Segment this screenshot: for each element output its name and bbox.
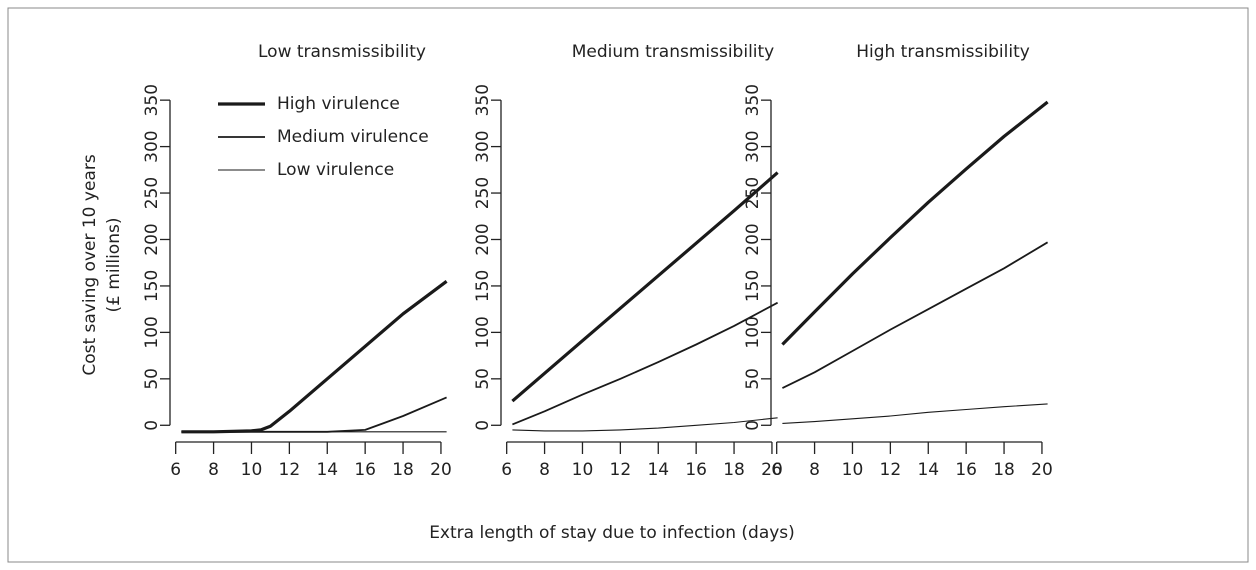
x-tick-label: 14 bbox=[316, 460, 338, 480]
panel-title: Low transmissibility bbox=[258, 42, 426, 62]
y-tick-label: 300 bbox=[743, 130, 763, 162]
series-line bbox=[512, 417, 778, 432]
panel-title: High transmissibility bbox=[856, 42, 1030, 62]
legend-label: High virulence bbox=[277, 94, 400, 114]
x-axis-label: Extra length of stay due to infection (d… bbox=[429, 523, 795, 543]
y-tick-label: 250 bbox=[473, 177, 493, 209]
x-tick-label: 10 bbox=[842, 460, 864, 480]
y-tick-label: 350 bbox=[743, 84, 763, 116]
frame bbox=[7, 7, 1249, 563]
y-tick-label: 50 bbox=[142, 368, 162, 390]
y-tick-label: 150 bbox=[142, 270, 162, 302]
x-tick-label: 20 bbox=[430, 460, 452, 480]
x-tick-label: 18 bbox=[993, 460, 1015, 480]
series-line bbox=[181, 280, 448, 434]
x-tick-label: 16 bbox=[685, 460, 707, 480]
y-tick-label: 50 bbox=[743, 368, 763, 390]
y-tick-label: 0 bbox=[473, 420, 493, 431]
x-tick-label: 16 bbox=[955, 460, 977, 480]
legend-label: Low virulence bbox=[277, 160, 394, 180]
series-line bbox=[782, 403, 1048, 424]
x-tick-label: 8 bbox=[539, 460, 550, 480]
y-tick-label: 300 bbox=[142, 130, 162, 162]
y-tick-label: 200 bbox=[473, 223, 493, 255]
x-tick-label: 8 bbox=[208, 460, 219, 480]
y-tick-label: 250 bbox=[142, 177, 162, 209]
x-tick-label: 14 bbox=[917, 460, 939, 480]
x-tick-label: 18 bbox=[723, 460, 745, 480]
y-tick-label: 50 bbox=[473, 368, 493, 390]
x-tick-label: 14 bbox=[647, 460, 669, 480]
panel-title: Medium transmissibility bbox=[572, 42, 775, 62]
y-tick-label: 100 bbox=[142, 316, 162, 348]
x-tick-label: 10 bbox=[241, 460, 263, 480]
y-tick-label: 250 bbox=[743, 177, 763, 209]
y-tick-label: 0 bbox=[142, 420, 162, 431]
series-line bbox=[512, 301, 779, 426]
x-tick-label: 16 bbox=[354, 460, 376, 480]
legend-label: Medium virulence bbox=[277, 127, 429, 147]
x-tick-label: 10 bbox=[572, 460, 594, 480]
y-tick-label: 0 bbox=[743, 420, 763, 431]
x-tick-label: 6 bbox=[170, 460, 181, 480]
y-tick-label: 100 bbox=[473, 316, 493, 348]
y-tick-label: 100 bbox=[743, 316, 763, 348]
y-tick-label: 350 bbox=[473, 84, 493, 116]
series-line bbox=[511, 171, 779, 403]
y-axis-label: (£ millions) bbox=[104, 218, 124, 313]
x-tick-label: 12 bbox=[279, 460, 301, 480]
y-tick-label: 150 bbox=[743, 270, 763, 302]
x-tick-label: 12 bbox=[880, 460, 902, 480]
x-tick-label: 20 bbox=[1031, 460, 1053, 480]
x-tick-label: 8 bbox=[809, 460, 820, 480]
y-axis-label: Cost saving over 10 years bbox=[80, 154, 100, 376]
y-tick-label: 200 bbox=[142, 223, 162, 255]
y-tick-label: 350 bbox=[142, 84, 162, 116]
x-tick-label: 6 bbox=[501, 460, 512, 480]
series-line bbox=[782, 241, 1049, 389]
y-tick-label: 300 bbox=[473, 130, 493, 162]
x-tick-label: 20 bbox=[761, 460, 783, 480]
x-tick-label: 12 bbox=[610, 460, 632, 480]
x-tick-label: 6 bbox=[771, 460, 782, 480]
x-tick-label: 18 bbox=[392, 460, 414, 480]
y-tick-label: 150 bbox=[473, 270, 493, 302]
series-line bbox=[781, 100, 1049, 346]
series-line bbox=[181, 396, 447, 433]
y-tick-label: 200 bbox=[743, 223, 763, 255]
